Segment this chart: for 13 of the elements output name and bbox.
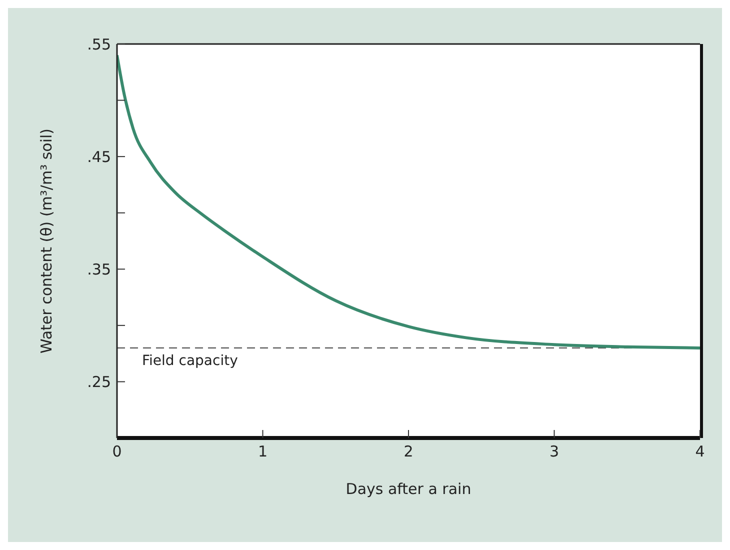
y-tick-label: .25 [87, 373, 111, 392]
x-tick-label: 3 [549, 442, 560, 461]
ref-line-label: Field capacity [142, 352, 238, 369]
line-series [117, 54, 700, 350]
y-tick-label: .55 [87, 35, 111, 54]
x-tick-label: 4 [695, 442, 705, 461]
x-tick-label: 2 [404, 442, 414, 461]
y-axis-title: Water content (θ) (m³/m³ soil) [37, 128, 56, 354]
x-tick-label: 0 [112, 442, 122, 461]
y-tick-label: .35 [87, 260, 111, 278]
x-axis-title: Days after a rain [346, 480, 472, 498]
x-tick-label: 1 [258, 442, 268, 461]
y-tick-label: .45 [87, 148, 111, 166]
